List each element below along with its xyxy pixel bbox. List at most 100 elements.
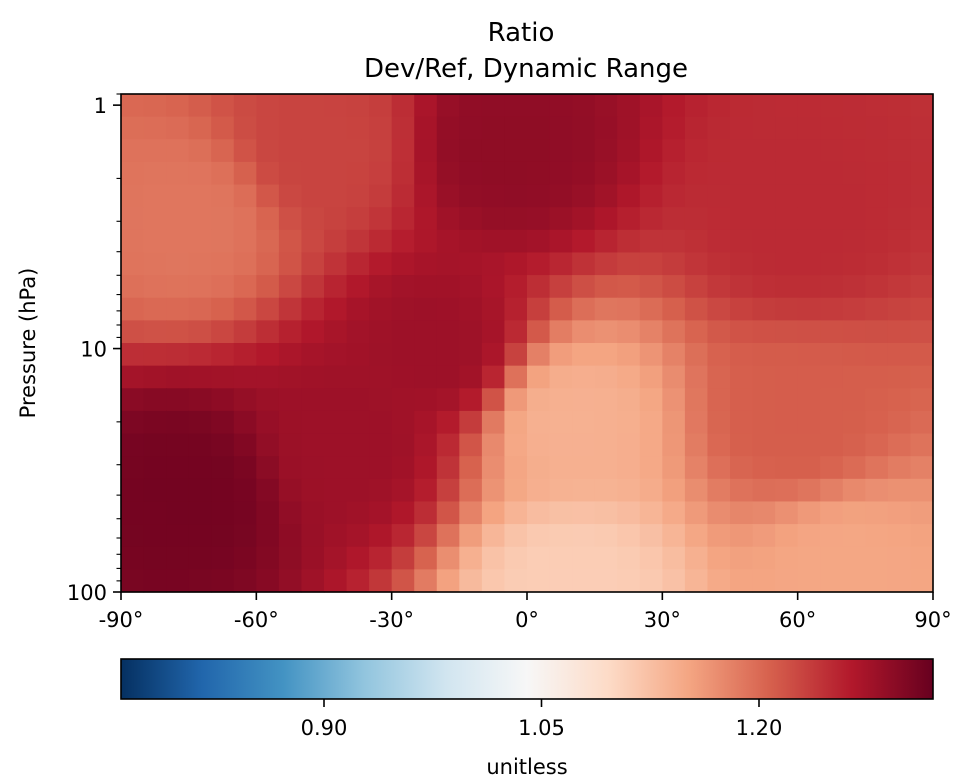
heatmap-cell bbox=[369, 207, 393, 231]
heatmap-cell bbox=[910, 569, 934, 593]
heatmap-cell bbox=[730, 116, 754, 140]
heatmap-cell bbox=[436, 343, 460, 367]
heatmap-cell bbox=[188, 116, 212, 140]
heatmap-cell bbox=[121, 184, 145, 208]
heatmap-cell bbox=[639, 546, 663, 570]
heatmap-cell bbox=[166, 365, 190, 389]
heatmap-cell bbox=[730, 207, 754, 231]
heatmap-cell bbox=[391, 433, 415, 457]
heatmap-cell bbox=[278, 410, 303, 435]
heatmap-cell bbox=[324, 207, 348, 231]
heatmap-cell bbox=[166, 275, 190, 299]
heatmap-cell bbox=[820, 139, 844, 163]
heatmap-cell bbox=[775, 478, 799, 503]
heatmap-cell bbox=[730, 456, 754, 480]
heatmap-cell bbox=[842, 569, 866, 593]
heatmap-cell bbox=[549, 184, 573, 208]
heatmap-cell bbox=[639, 456, 663, 480]
heatmap-cell bbox=[549, 297, 573, 321]
heatmap-cell bbox=[324, 229, 348, 254]
heatmap-cell bbox=[752, 524, 776, 548]
heatmap-cell bbox=[188, 501, 212, 525]
heatmap-cell bbox=[301, 207, 325, 231]
heatmap-cell bbox=[617, 569, 641, 593]
heatmap-cell bbox=[121, 478, 145, 503]
heatmap-cell bbox=[865, 433, 889, 457]
x-tick-label: -30° bbox=[369, 608, 414, 632]
heatmap-cell bbox=[662, 116, 686, 140]
heatmap-cell bbox=[752, 184, 776, 208]
heatmap-cell bbox=[504, 546, 528, 570]
heatmap-cell bbox=[730, 388, 754, 412]
heatmap-cell bbox=[369, 433, 393, 457]
heatmap-cell bbox=[436, 320, 460, 344]
x-tick-label: -90° bbox=[99, 608, 144, 632]
heatmap-cell bbox=[527, 478, 551, 503]
heatmap-cell bbox=[639, 569, 663, 593]
heatmap-cell bbox=[594, 388, 618, 412]
heatmap-cell bbox=[684, 501, 709, 525]
heatmap-cell bbox=[684, 320, 709, 344]
heatmap-cell bbox=[910, 252, 934, 276]
heatmap-cell bbox=[459, 252, 483, 276]
heatmap-cell bbox=[910, 388, 934, 412]
heatmap-cell bbox=[594, 252, 618, 276]
heatmap-cell bbox=[301, 184, 325, 208]
heatmap-cell bbox=[346, 320, 370, 344]
heatmap-cell bbox=[549, 139, 573, 163]
heatmap-cell bbox=[504, 410, 528, 435]
heatmap-cell bbox=[346, 343, 370, 367]
heatmap-cell bbox=[233, 252, 257, 276]
heatmap-cell bbox=[527, 161, 551, 186]
heatmap-cell bbox=[594, 478, 618, 503]
heatmap-cell bbox=[391, 478, 415, 503]
heatmap-cell bbox=[684, 524, 709, 548]
heatmap-cell bbox=[887, 388, 912, 412]
heatmap-cell bbox=[730, 161, 754, 186]
heatmap-cell bbox=[820, 275, 844, 299]
heatmap-cell bbox=[324, 343, 348, 367]
heatmap-cell bbox=[594, 501, 618, 525]
heatmap-cell bbox=[842, 365, 866, 389]
heatmap-cell bbox=[414, 320, 438, 344]
heatmap-cell bbox=[301, 433, 325, 457]
heatmap-cell bbox=[278, 569, 303, 593]
heatmap-cell bbox=[527, 320, 551, 344]
heatmap-cell bbox=[301, 365, 325, 389]
heatmap-cell bbox=[414, 116, 438, 140]
heatmap-cell bbox=[572, 546, 596, 570]
heatmap-cell bbox=[910, 501, 934, 525]
heatmap-cell bbox=[887, 478, 912, 503]
heatmap-cell bbox=[324, 456, 348, 480]
heatmap-cell bbox=[211, 478, 235, 503]
heatmap-cell bbox=[662, 275, 686, 299]
heatmap-cell bbox=[820, 161, 844, 186]
heatmap-cell bbox=[166, 433, 190, 457]
heatmap-cell bbox=[639, 524, 663, 548]
colorbar-tick-label: 1.05 bbox=[518, 716, 565, 740]
heatmap-cell bbox=[324, 116, 348, 140]
heatmap-cell bbox=[662, 139, 686, 163]
heatmap-cell bbox=[639, 388, 663, 412]
heatmap-cell bbox=[887, 501, 912, 525]
heatmap-cell bbox=[211, 569, 235, 593]
heatmap-cell bbox=[752, 275, 776, 299]
heatmap-cell bbox=[730, 433, 754, 457]
heatmap-cell bbox=[594, 365, 618, 389]
heatmap-cell bbox=[549, 94, 573, 118]
heatmap-cell bbox=[233, 456, 257, 480]
heatmap-cell bbox=[775, 343, 799, 367]
heatmap-cell bbox=[324, 410, 348, 435]
heatmap-cell bbox=[797, 410, 821, 435]
heatmap-cell bbox=[662, 456, 686, 480]
heatmap-cell bbox=[188, 320, 212, 344]
heatmap-cell bbox=[594, 139, 618, 163]
heatmap-cell bbox=[797, 229, 821, 254]
heatmap-cell bbox=[188, 546, 212, 570]
heatmap-cell bbox=[166, 501, 190, 525]
heatmap-cell bbox=[842, 524, 866, 548]
heatmap-cell bbox=[188, 161, 212, 186]
heatmap-cell bbox=[527, 297, 551, 321]
heatmap-cell bbox=[301, 388, 325, 412]
heatmap-cell bbox=[211, 94, 235, 118]
